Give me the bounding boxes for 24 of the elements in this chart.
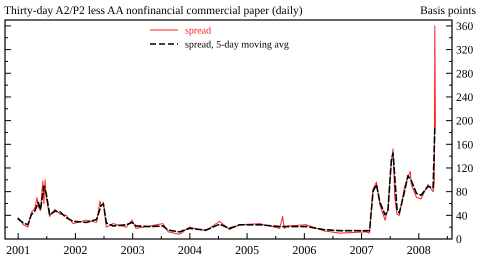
x-tick-label: 2002 (63, 243, 88, 257)
x-tick-label: 2004 (178, 243, 202, 257)
y-tick-label: 360 (456, 20, 474, 33)
y-tick-label: 120 (456, 162, 474, 175)
x-tick-label: 2005 (235, 243, 260, 257)
y-tick-label: 240 (456, 92, 474, 104)
x-tick-label: 2008 (406, 243, 431, 257)
x-tick-label: 2001 (6, 243, 30, 257)
y-tick-label: 40 (456, 210, 468, 222)
y-axis-title: Basis points (420, 5, 477, 17)
y-tick-label: 80 (456, 186, 468, 199)
legend-label: spread (185, 26, 212, 36)
y-tick-label: 280 (456, 68, 474, 80)
line-series (18, 25, 436, 235)
x-tick-label: 2006 (292, 243, 316, 257)
legend-label: spread, 5-day moving avg (185, 40, 289, 50)
line-series (17, 126, 436, 233)
y-tick-label: 320 (456, 44, 474, 57)
y-tick-label: 160 (456, 139, 474, 152)
chart-title: Thirty-day A2/P2 less AA nonfinancial commercial paper (daily) (4, 5, 303, 17)
y-tick-label: 0 (456, 234, 462, 246)
x-tick-label: 2003 (120, 243, 145, 257)
x-tick-label: 2007 (350, 243, 374, 257)
y-tick-label: 200 (456, 116, 474, 128)
